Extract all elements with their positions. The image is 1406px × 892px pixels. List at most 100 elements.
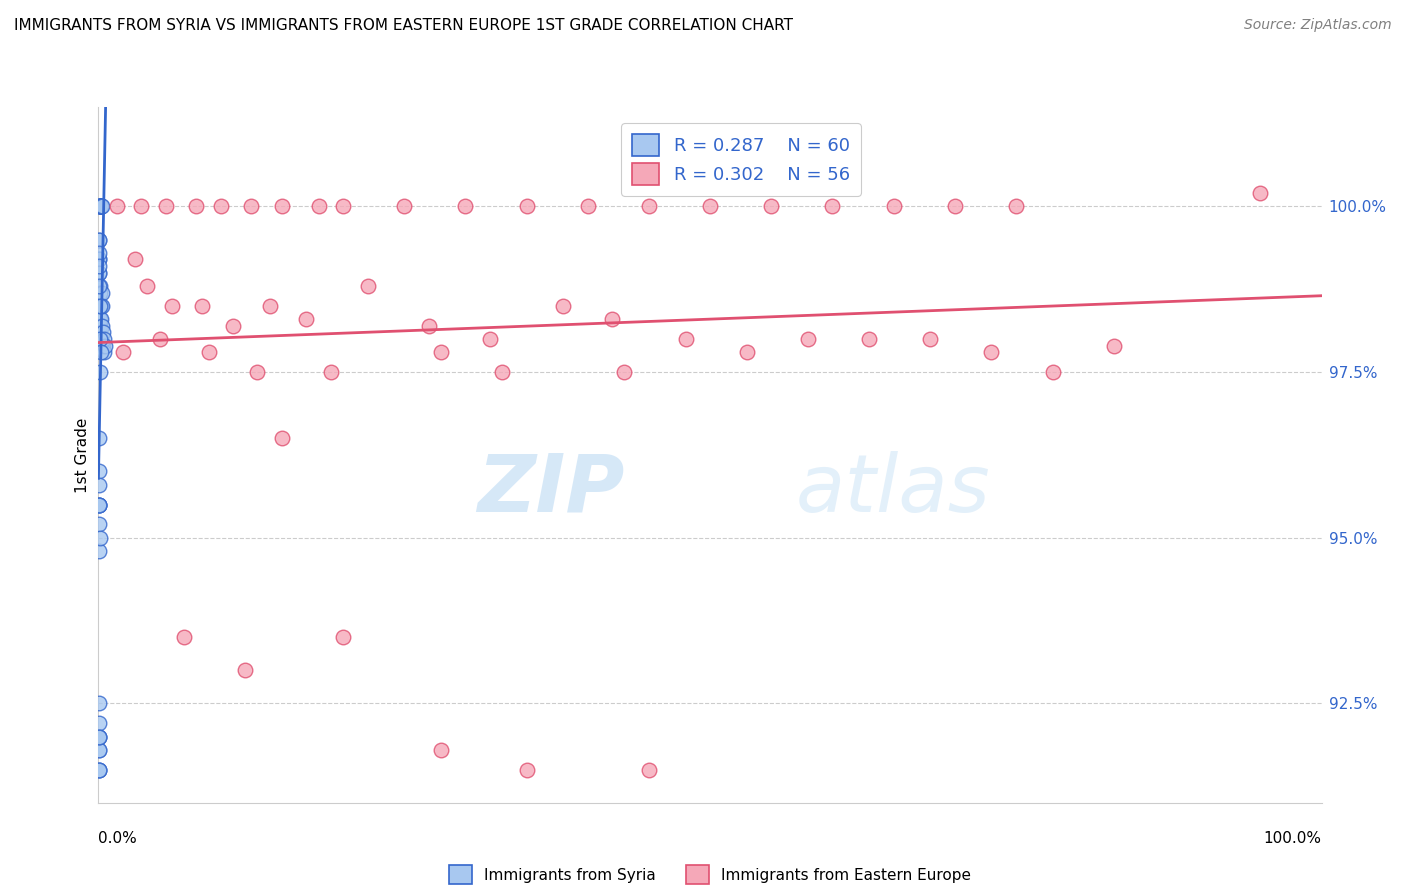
Point xyxy=(91,318,114,333)
Point xyxy=(90,345,112,359)
Point xyxy=(89,199,111,213)
Point xyxy=(699,199,721,213)
Point xyxy=(1102,338,1125,352)
Point xyxy=(858,332,880,346)
Point xyxy=(392,199,416,213)
Point xyxy=(90,199,112,213)
Point xyxy=(89,332,111,346)
Point xyxy=(516,763,538,777)
Point xyxy=(637,199,661,213)
Point xyxy=(160,299,183,313)
Text: IMMIGRANTS FROM SYRIA VS IMMIGRANTS FROM EASTERN EUROPE 1ST GRADE CORRELATION CH: IMMIGRANTS FROM SYRIA VS IMMIGRANTS FROM… xyxy=(14,18,793,33)
Point xyxy=(89,279,111,293)
Point xyxy=(173,630,195,644)
Point xyxy=(129,199,152,213)
Point xyxy=(89,465,111,479)
Point xyxy=(90,285,112,300)
Point xyxy=(124,252,146,267)
Point xyxy=(89,199,111,213)
Point xyxy=(797,332,820,346)
Point xyxy=(87,763,110,777)
Point xyxy=(89,299,111,313)
Point xyxy=(87,763,110,777)
Point xyxy=(332,630,354,644)
Point xyxy=(491,365,513,379)
Point xyxy=(93,345,115,359)
Point xyxy=(821,199,844,213)
Point xyxy=(87,252,110,267)
Point xyxy=(87,716,110,731)
Point xyxy=(90,199,112,213)
Point xyxy=(259,299,281,313)
Point xyxy=(93,338,115,352)
Point xyxy=(91,326,114,340)
Point xyxy=(270,199,294,213)
Point xyxy=(600,312,623,326)
Point xyxy=(89,299,111,313)
Point xyxy=(332,199,354,213)
Point xyxy=(87,199,110,213)
Point xyxy=(319,365,342,379)
Point xyxy=(735,345,758,359)
Point xyxy=(87,498,110,512)
Point xyxy=(89,199,111,213)
Point xyxy=(90,199,112,213)
Point xyxy=(89,252,111,267)
Point xyxy=(89,498,111,512)
Point xyxy=(87,517,110,532)
Point xyxy=(90,332,112,346)
Point xyxy=(105,199,128,213)
Point xyxy=(478,332,501,346)
Point xyxy=(91,338,114,352)
Point xyxy=(89,279,111,293)
Point xyxy=(356,279,378,293)
Point xyxy=(197,345,219,359)
Point xyxy=(1250,186,1272,201)
Point xyxy=(90,199,112,213)
Point xyxy=(89,730,111,744)
Text: atlas: atlas xyxy=(796,450,990,529)
Point xyxy=(136,279,159,293)
Point xyxy=(430,743,453,757)
Point xyxy=(89,266,111,280)
Point xyxy=(980,345,1002,359)
Point xyxy=(89,312,111,326)
Point xyxy=(418,318,440,333)
Point xyxy=(233,663,256,677)
Point xyxy=(91,299,114,313)
Text: 100.0%: 100.0% xyxy=(1264,830,1322,846)
Point xyxy=(89,285,111,300)
Point xyxy=(222,318,245,333)
Point xyxy=(613,365,636,379)
Point xyxy=(883,199,905,213)
Point xyxy=(295,312,318,326)
Point xyxy=(89,299,111,313)
Point xyxy=(87,233,110,247)
Point xyxy=(89,531,111,545)
Point xyxy=(90,299,112,313)
Point xyxy=(87,763,110,777)
Point xyxy=(87,431,110,445)
Point xyxy=(675,332,697,346)
Point xyxy=(308,199,330,213)
Point xyxy=(1004,199,1026,213)
Point xyxy=(761,199,783,213)
Point xyxy=(920,332,942,346)
Point xyxy=(89,245,111,260)
Text: Source: ZipAtlas.com: Source: ZipAtlas.com xyxy=(1244,18,1392,32)
Point xyxy=(90,199,112,213)
Point xyxy=(87,544,110,558)
Point xyxy=(576,199,599,213)
Point xyxy=(516,199,538,213)
Point xyxy=(246,365,269,379)
Point xyxy=(87,743,110,757)
Point xyxy=(553,299,575,313)
Y-axis label: 1st Grade: 1st Grade xyxy=(75,417,90,492)
Point xyxy=(155,199,177,213)
Point xyxy=(240,199,263,213)
Point xyxy=(430,345,453,359)
Point xyxy=(93,332,115,346)
Point xyxy=(87,743,110,757)
Point xyxy=(89,318,111,333)
Point xyxy=(87,266,110,280)
